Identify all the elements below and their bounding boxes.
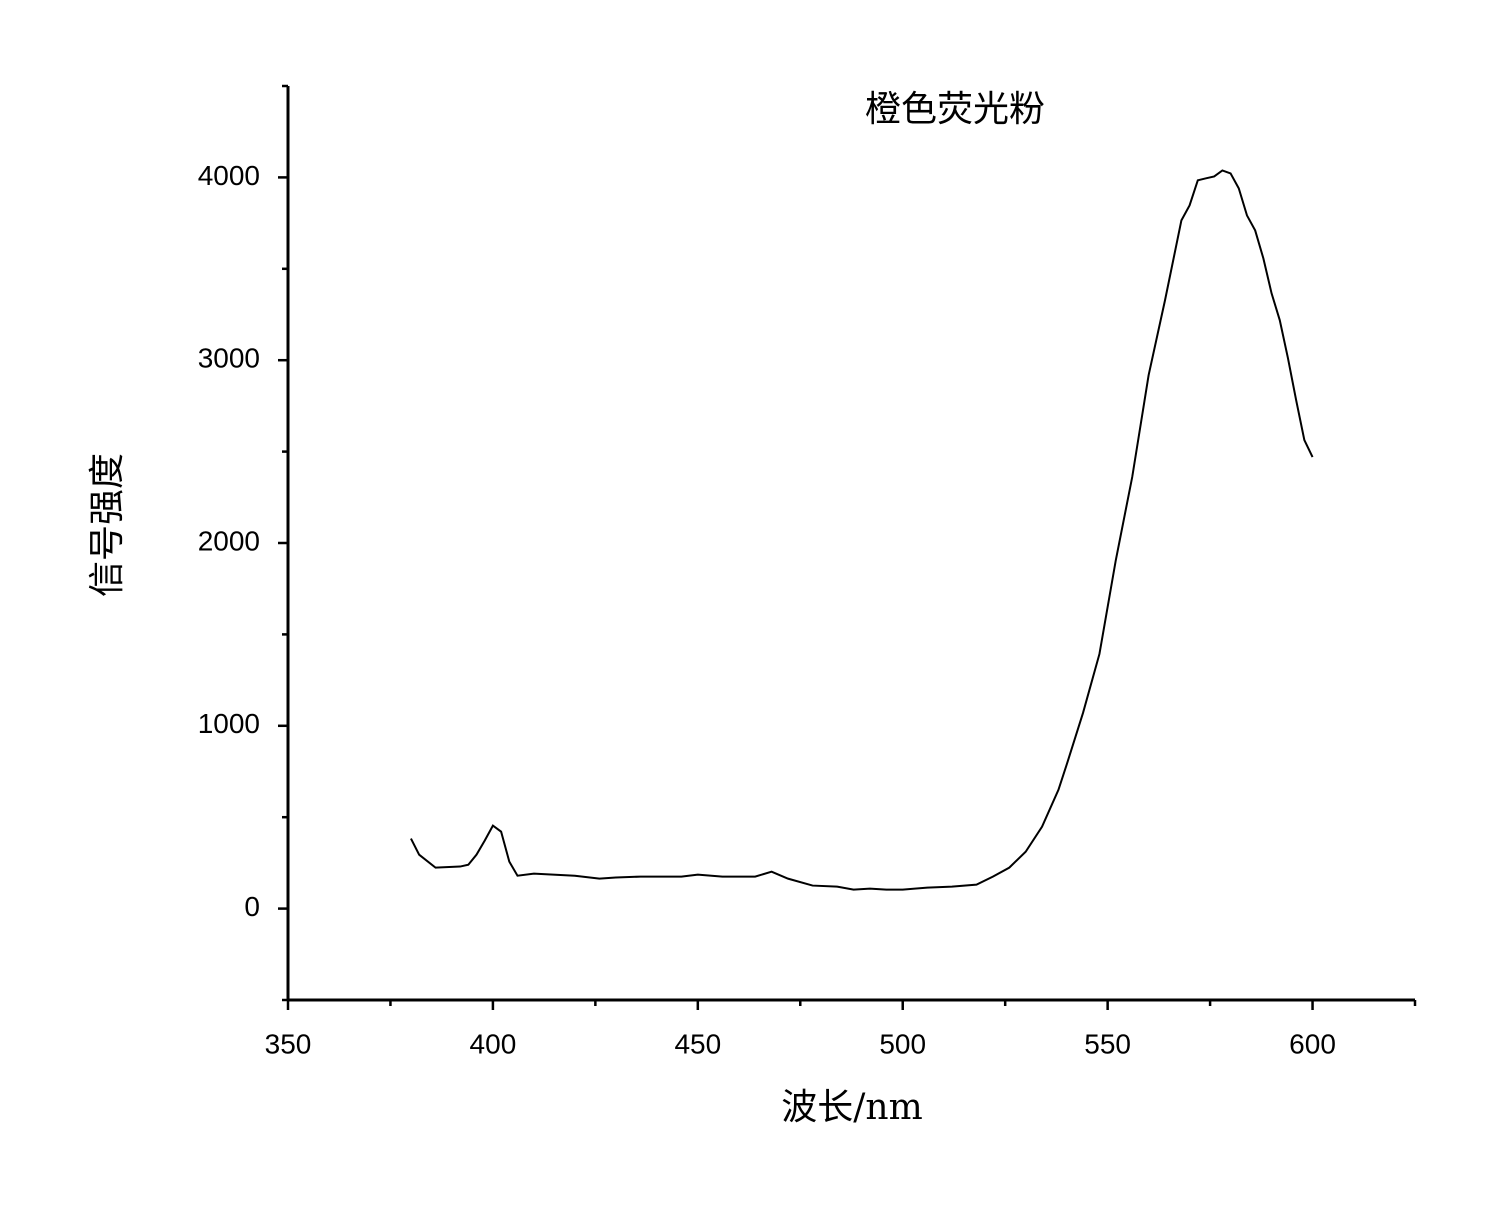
y-tick-label: 4000	[198, 160, 260, 191]
y-tick-label: 1000	[198, 708, 260, 739]
chart-title: 橙色荧光粉	[865, 89, 1045, 130]
x-tick-label: 500	[879, 1028, 926, 1059]
y-tick-label: 0	[244, 891, 260, 922]
y-axis-label: 信号强度	[87, 453, 128, 597]
x-tick-label: 400	[470, 1028, 517, 1059]
x-tick-label: 550	[1084, 1028, 1131, 1059]
y-tick-label: 2000	[198, 525, 260, 556]
x-axis-label: 波长/nm	[781, 1087, 922, 1128]
data-line	[410, 169, 1314, 891]
x-tick-label: 600	[1289, 1028, 1336, 1059]
x-tick-label: 350	[265, 1028, 312, 1059]
x-tick-label: 450	[674, 1028, 721, 1059]
y-tick-label: 3000	[198, 343, 260, 374]
